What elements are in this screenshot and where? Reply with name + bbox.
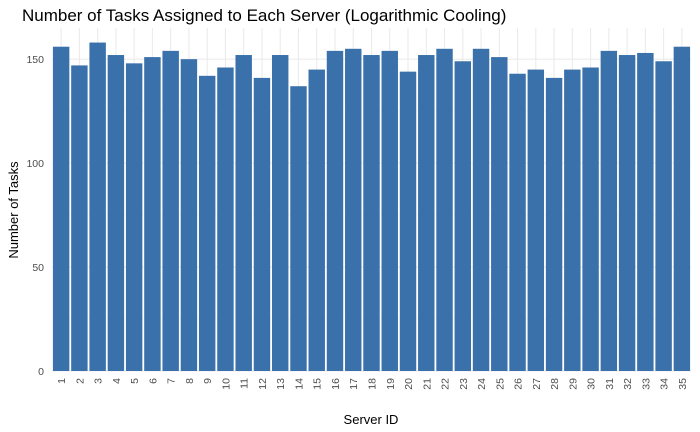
bar-server-15 <box>308 69 325 371</box>
y-tick-label: 0 <box>38 366 44 378</box>
bar-server-24 <box>472 48 490 371</box>
x-tick-label: 4 <box>111 378 123 384</box>
bar-server-11 <box>235 55 252 372</box>
bar-server-18 <box>363 55 380 372</box>
chart-title: Number of Tasks Assigned to Each Server … <box>22 6 506 25</box>
bar-server-20 <box>399 71 417 372</box>
bar-server-19 <box>381 50 398 372</box>
x-tick-label: 14 <box>293 378 305 390</box>
bar-server-7 <box>162 50 179 372</box>
x-tick-label: 15 <box>312 378 324 390</box>
bar-server-16 <box>326 50 344 372</box>
bar-server-28 <box>545 77 563 371</box>
x-tick-label: 29 <box>567 378 579 390</box>
bar-server-9 <box>198 75 216 371</box>
bar-server-29 <box>564 69 581 371</box>
x-tick-label: 30 <box>586 378 598 390</box>
x-tick-label: 18 <box>367 378 379 390</box>
x-tick-label: 32 <box>622 378 634 390</box>
x-tick-label: 20 <box>403 378 415 390</box>
bar-server-30 <box>582 67 599 371</box>
bar-server-17 <box>345 48 362 371</box>
x-tick-label: 12 <box>257 378 269 390</box>
bar-server-25 <box>491 57 508 371</box>
x-tick-label: 22 <box>440 378 452 390</box>
x-tick-label: 16 <box>330 378 342 390</box>
bar-server-26 <box>509 73 526 371</box>
x-tick-label: 33 <box>640 378 652 390</box>
x-tick-label: 17 <box>348 378 360 390</box>
y-tick-label: 50 <box>32 262 44 274</box>
bar-server-22 <box>436 48 453 371</box>
x-tick-label: 26 <box>513 378 525 390</box>
bar-server-10 <box>217 67 234 371</box>
x-tick-label: 3 <box>93 378 105 384</box>
x-tick-label: 13 <box>275 378 287 390</box>
x-tick-label: 21 <box>421 378 433 390</box>
x-axis-label: Server ID <box>344 412 399 427</box>
bar-server-1 <box>52 46 70 372</box>
x-tick-label: 8 <box>184 378 196 384</box>
x-tick-label: 25 <box>494 378 506 390</box>
bars <box>52 42 691 372</box>
x-tick-label: 27 <box>531 378 543 390</box>
x-tick-label: 6 <box>147 378 159 384</box>
x-tick-label: 23 <box>458 378 470 390</box>
bar-server-5 <box>125 63 143 372</box>
x-tick-label: 2 <box>74 378 86 384</box>
x-tick-label: 19 <box>385 378 397 390</box>
bar-server-13 <box>272 55 289 372</box>
bar-server-14 <box>290 86 307 372</box>
bar-server-2 <box>71 65 88 372</box>
x-tick-label: 9 <box>202 378 214 384</box>
bar-server-8 <box>180 59 198 372</box>
x-tick-label: 35 <box>677 378 689 390</box>
x-tick-label: 31 <box>604 378 616 390</box>
x-tick-label: 5 <box>129 378 141 384</box>
x-tick-label: 34 <box>659 378 671 390</box>
x-tick-label: 7 <box>166 378 178 384</box>
bar-server-27 <box>527 69 545 371</box>
bar-server-33 <box>637 52 654 371</box>
x-tick-label: 10 <box>220 378 232 390</box>
bar-server-32 <box>618 55 636 372</box>
bar-server-23 <box>454 61 471 371</box>
y-tick-label: 150 <box>26 54 44 66</box>
x-tick-label: 1 <box>56 378 68 384</box>
bar-server-6 <box>144 57 161 371</box>
x-axis-ticks: 1 2 3 4 5 6 7 8 9 10 11 12 13 14 15 16 17 18 19 20 21 22 23 24 2… <box>56 378 689 390</box>
x-tick-label: 11 <box>239 378 251 389</box>
y-axis-label: Number of Tasks <box>6 161 21 259</box>
bar-server-21 <box>418 55 435 372</box>
bar-server-3 <box>89 42 106 372</box>
x-tick-label: 28 <box>549 378 561 390</box>
bar-server-35 <box>673 46 691 372</box>
bar-server-4 <box>107 55 125 372</box>
y-axis-ticks: 0 50 100 150 <box>26 54 44 378</box>
x-tick-label: 24 <box>476 378 488 390</box>
bar-server-34 <box>655 61 672 371</box>
bar-server-12 <box>253 77 271 371</box>
y-tick-label: 100 <box>26 158 44 170</box>
bar-server-31 <box>600 50 618 372</box>
